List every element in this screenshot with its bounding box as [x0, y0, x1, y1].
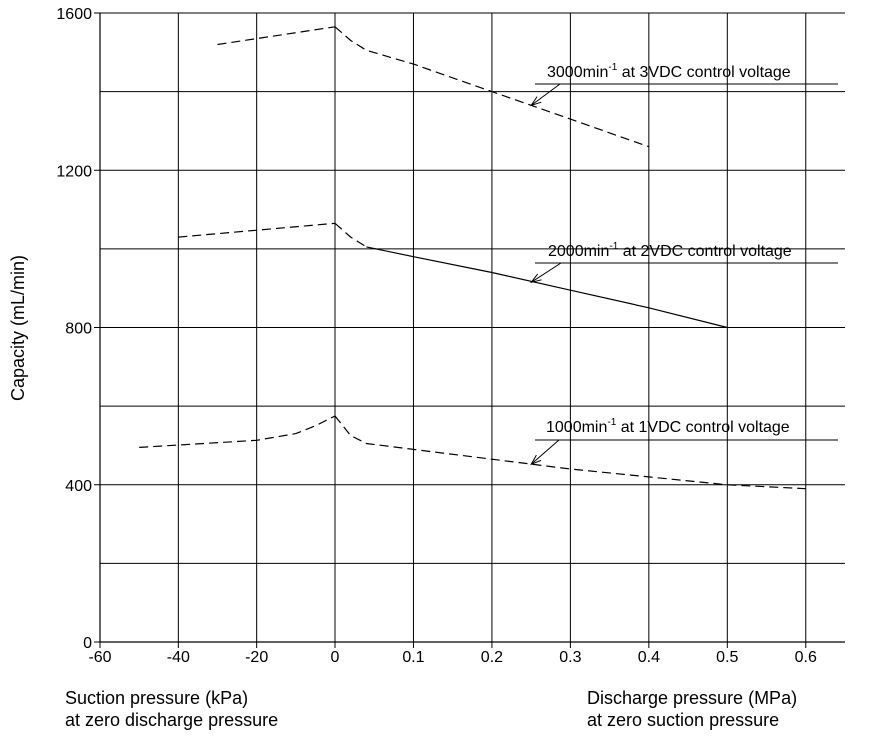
tick-labels: 0 400 800 1200 1600 -60 -40 -20 0 0.1 0.2 0.3 0.4 0.5…	[56, 6, 817, 666]
x-axis-title-discharge: Discharge pressure (MPa) at zero suction…	[587, 687, 797, 731]
series-label-superscript: -1	[609, 241, 618, 252]
series-label-suffix: at 3VDC control voltage	[617, 64, 791, 81]
x-tick-label-discharge: 0.2	[481, 649, 503, 666]
series-2000-leader-line	[530, 262, 562, 283]
series-3000-label: 3000min-1 at 3VDC control voltage	[547, 62, 791, 81]
series-labels: 3000min-1 at 3VDC control voltage2000min…	[529, 62, 838, 466]
x-axis-title-discharge-line1: Discharge pressure (MPa)	[587, 688, 798, 708]
y-tick-label: 0	[83, 635, 92, 652]
series-2000-arrowhead	[529, 273, 542, 284]
x-tick-label-discharge: 0.3	[559, 649, 581, 666]
x-tick-label-discharge: 0.1	[402, 649, 424, 666]
series-3000-arrowhead	[529, 96, 542, 107]
x-tick-label-discharge: 0.5	[716, 649, 738, 666]
series-3000-discharge-line	[334, 26, 649, 148]
y-tick-label: 1200	[56, 163, 92, 180]
series-label-suffix: at 2VDC control voltage	[618, 243, 792, 260]
grid	[100, 12, 845, 642]
x-tick-label-discharge: 0.4	[638, 649, 660, 666]
series-3000-leader-line	[530, 83, 561, 106]
series-2000-discharge-dashed-line	[334, 222, 367, 248]
series-label-prefix: 3000min	[547, 64, 608, 81]
x-tick-label-suction: -60	[88, 649, 111, 666]
series-3000-suction-line	[217, 26, 336, 46]
x-axis-title-suction-line1: Suction pressure (kPa)	[65, 688, 249, 708]
x-tick-label-discharge: 0.6	[795, 649, 817, 666]
series-1000-label: 1000min-1 at 1VDC control voltage	[546, 417, 790, 436]
x-axis-title-discharge-line2: at zero suction pressure	[587, 710, 780, 730]
series-2000-discharge-solid-line	[366, 246, 728, 329]
series-label-prefix: 1000min	[546, 419, 607, 436]
series-lines	[139, 26, 806, 490]
series-2000-label: 2000min-1 at 2VDC control voltage	[548, 241, 792, 260]
series-2000-suction-line	[178, 222, 336, 238]
axes	[94, 12, 845, 648]
series-1000-leader-line	[530, 439, 560, 465]
x-tick-label-suction: -40	[167, 649, 190, 666]
y-tick-label: 800	[65, 321, 92, 338]
series-1000-discharge-line	[334, 415, 806, 490]
series-label-superscript: -1	[607, 417, 616, 428]
series-1000-arrowhead	[530, 454, 542, 466]
x-tick-label-suction: -20	[245, 649, 268, 666]
y-tick-label: 400	[65, 478, 92, 495]
x-axis-title-suction: Suction pressure (kPa) at zero discharge…	[65, 687, 278, 731]
series-label-suffix: at 1VDC control voltage	[616, 419, 790, 436]
series-1000-suction-line	[139, 415, 336, 448]
series-label-superscript: -1	[608, 62, 617, 73]
x-tick-label-suction: 0	[331, 649, 340, 666]
series-label-prefix: 2000min	[548, 243, 609, 260]
y-axis-title: Capacity (mL/min)	[8, 255, 28, 401]
y-tick-label: 1600	[56, 6, 92, 23]
x-axis-title-suction-line2: at zero discharge pressure	[65, 710, 279, 730]
